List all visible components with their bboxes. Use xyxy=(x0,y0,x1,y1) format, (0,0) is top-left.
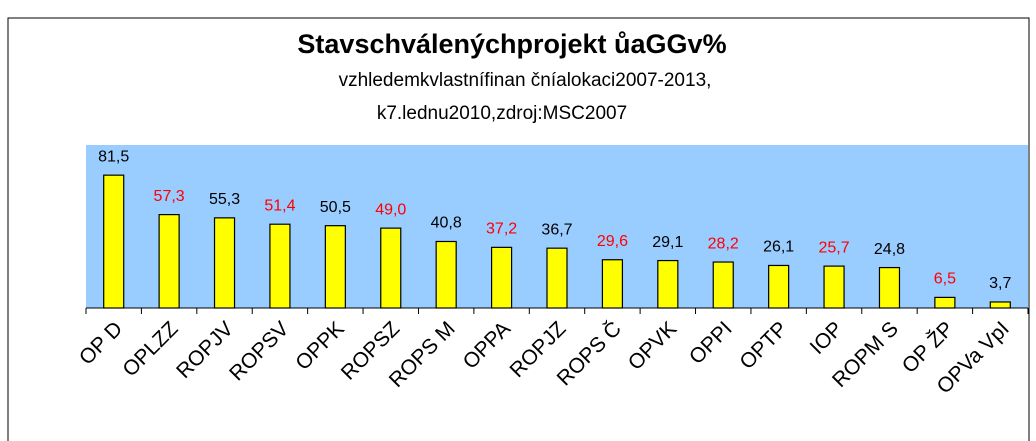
bar xyxy=(269,223,291,309)
data-label: 49,0 xyxy=(375,201,406,218)
data-label: 37,2 xyxy=(486,221,517,238)
data-label: 25,7 xyxy=(818,239,849,256)
bar xyxy=(878,266,901,309)
bar xyxy=(490,246,513,309)
data-label: 26,1 xyxy=(763,239,794,256)
data-label: 24,8 xyxy=(874,241,905,258)
bar xyxy=(657,259,679,309)
data-label: 55,3 xyxy=(209,191,240,208)
chart-title: Stavschválenýchprojekt ůaGGv% xyxy=(297,29,726,59)
data-label: 50,5 xyxy=(320,199,351,216)
bar xyxy=(934,296,956,309)
chart-subtitle: vzhledemkvlastnífinan čníalokaci2007-201… xyxy=(339,70,712,91)
chart-subtitle: k7.lednu2010,zdroj:MSC2007 xyxy=(377,103,627,124)
data-label: 6,5 xyxy=(934,271,956,288)
data-label: 40,8 xyxy=(431,215,462,232)
data-label: 29,1 xyxy=(652,234,683,251)
data-label: 36,7 xyxy=(541,221,572,238)
data-label: 51,4 xyxy=(264,197,295,214)
bar xyxy=(103,174,125,309)
data-label: 29,6 xyxy=(597,233,628,250)
bar xyxy=(546,247,568,309)
data-label: 3,7 xyxy=(989,275,1011,292)
bar xyxy=(435,240,457,309)
bar xyxy=(768,264,790,309)
data-label: 28,2 xyxy=(708,235,739,252)
bar xyxy=(823,265,845,309)
bar xyxy=(324,225,346,309)
bar xyxy=(213,217,236,309)
bar xyxy=(380,227,402,309)
data-label: 81,5 xyxy=(98,148,129,165)
data-label: 57,3 xyxy=(154,188,185,205)
bar xyxy=(601,259,624,309)
bar xyxy=(989,301,1011,309)
bar xyxy=(158,214,180,309)
bar xyxy=(712,261,734,309)
